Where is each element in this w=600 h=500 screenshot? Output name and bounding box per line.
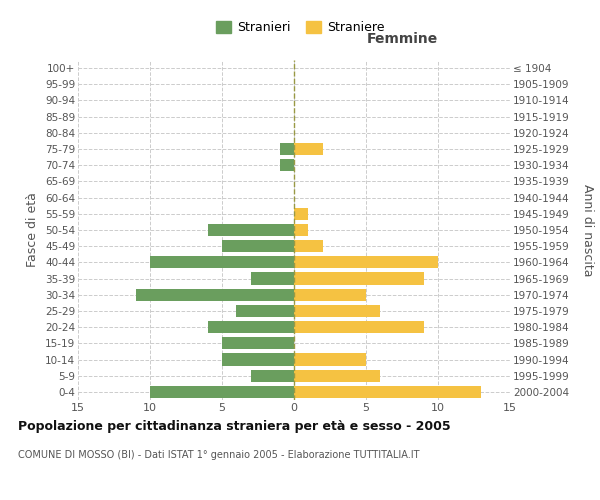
Bar: [150, 256, 294, 268]
Text: Popolazione per cittadinanza straniera per età e sesso - 2005: Popolazione per cittadinanza straniera p…: [18, 420, 451, 433]
Bar: [294, 256, 438, 268]
Bar: [222, 354, 294, 366]
Bar: [294, 386, 481, 398]
Text: COMUNE DI MOSSO (BI) - Dati ISTAT 1° gennaio 2005 - Elaborazione TUTTITALIA.IT: COMUNE DI MOSSO (BI) - Dati ISTAT 1° gen…: [18, 450, 419, 460]
Bar: [236, 305, 294, 317]
Text: Femmine: Femmine: [367, 32, 437, 46]
Bar: [208, 224, 294, 236]
Bar: [208, 321, 294, 333]
Bar: [294, 208, 308, 220]
Bar: [280, 143, 294, 155]
Bar: [294, 305, 380, 317]
Bar: [294, 143, 323, 155]
Bar: [294, 224, 308, 236]
Y-axis label: Fasce di età: Fasce di età: [26, 192, 40, 268]
Bar: [251, 272, 294, 284]
Bar: [251, 370, 294, 382]
Bar: [222, 240, 294, 252]
Bar: [294, 354, 366, 366]
Bar: [294, 321, 424, 333]
Bar: [222, 338, 294, 349]
Bar: [294, 240, 323, 252]
Bar: [294, 288, 366, 301]
Bar: [280, 159, 294, 172]
Bar: [294, 272, 424, 284]
Bar: [294, 370, 380, 382]
Y-axis label: Anni di nascita: Anni di nascita: [581, 184, 593, 276]
Bar: [136, 288, 294, 301]
Legend: Stranieri, Straniere: Stranieri, Straniere: [211, 16, 389, 40]
Bar: [150, 386, 294, 398]
